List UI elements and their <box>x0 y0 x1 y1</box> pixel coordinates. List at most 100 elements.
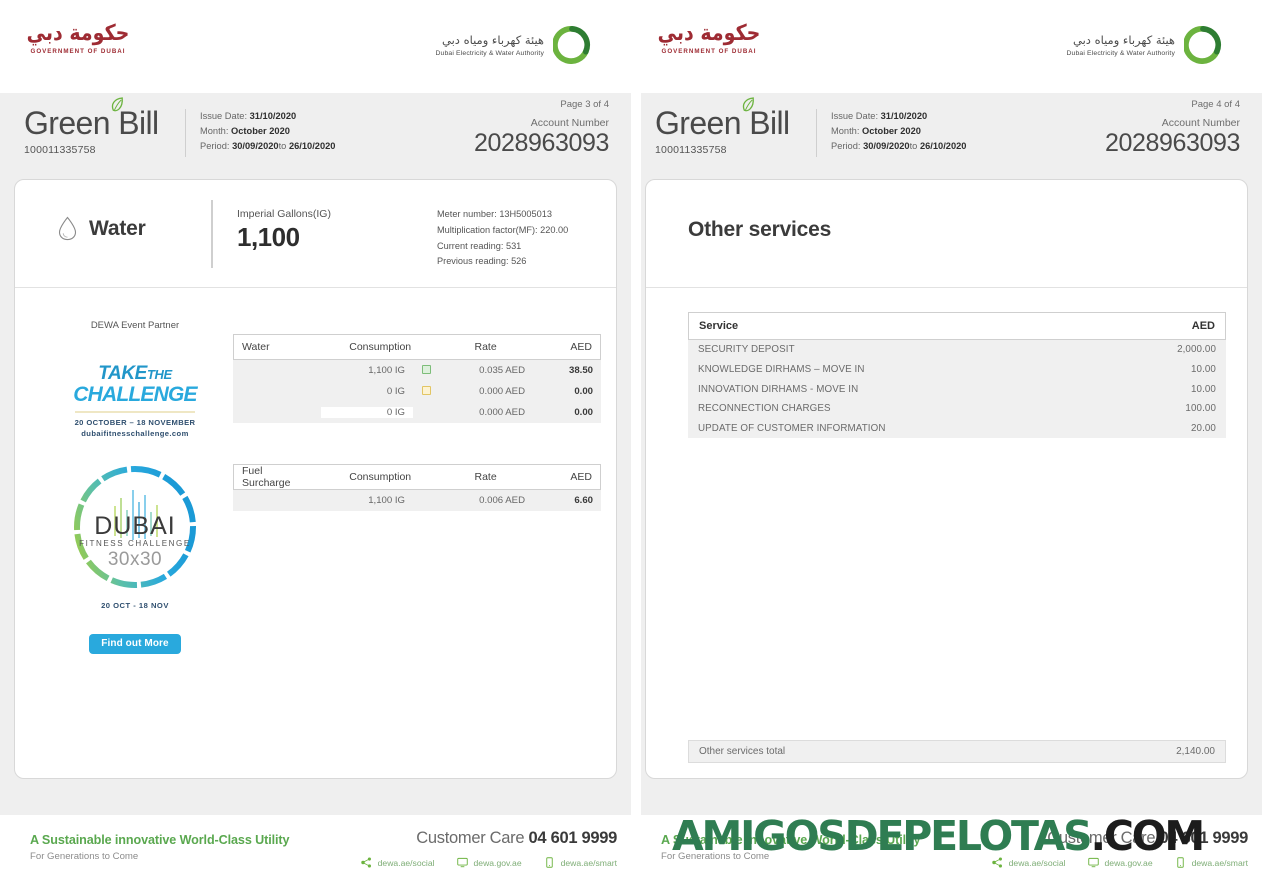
page-number: Page 3 of 4 <box>560 99 609 110</box>
find-out-more-button[interactable]: Find out More <box>89 634 181 654</box>
share-icon <box>360 857 371 868</box>
water-volume: Imperial Gallons(IG) 1,100 <box>237 208 331 253</box>
period-from: 30/09/2020 <box>863 141 910 152</box>
bill-page-4: حكومة دبي GOVERNMENT OF DUBAI هيئة كهربا… <box>631 0 1262 888</box>
fuel-col-rate: Rate <box>474 471 497 483</box>
water-card: Water Imperial Gallons(IG) 1,100 Meter n… <box>14 179 617 779</box>
customer-care: Customer Care 04 601 9999 <box>992 829 1248 848</box>
mf-value: 220.00 <box>540 224 569 235</box>
water-col-aed: AED <box>570 341 592 353</box>
leaf-icon <box>111 97 123 112</box>
service-name: RECONNECTION CHARGES <box>698 403 831 415</box>
footer-link-smart-text: dewa.ae/smart <box>560 857 617 868</box>
svg-text:FITNESS CHALLENGE: FITNESS CHALLENGE <box>79 539 191 548</box>
government-of-dubai-logo: حكومة دبي GOVERNMENT OF DUBAI <box>649 20 769 55</box>
footer-link-portal-text: dewa.gov.ae <box>1104 857 1153 868</box>
row-rate: 0.000 AED <box>479 386 525 397</box>
dewa-swoosh-icon <box>1184 26 1222 64</box>
dewa-logo-text: هيئة كهرباء ومياه دبي Dubai Electricity … <box>436 33 545 56</box>
footer-link-social[interactable]: dewa.ae/social <box>360 857 435 868</box>
fuel-col-aed: AED <box>570 471 592 483</box>
customer-care-number: 04 601 9999 <box>1159 829 1249 847</box>
dewa-swoosh-icon <box>553 26 591 64</box>
footer-link-smart[interactable]: dewa.ae/smart <box>544 857 617 868</box>
page-number: Page 4 of 4 <box>1191 99 1240 110</box>
footer-contact-block: Customer Care 04 601 9999 dewa.ae/social <box>991 829 1248 868</box>
other-services-total-amount: 2,140.00 <box>1176 746 1215 757</box>
table-row: SECURITY DEPOSIT 2,000.00 <box>688 340 1226 360</box>
footer-link-smart[interactable]: dewa.ae/smart <box>1175 857 1248 868</box>
account-box: Account Number 2028963093 <box>1105 117 1240 157</box>
bill-meta: Issue Date: 31/10/2020 Month: October 20… <box>831 109 966 154</box>
premise-number: 100011335758 <box>655 143 727 156</box>
svg-text:30x30: 30x30 <box>108 549 162 570</box>
bill-page-3: حكومة دبي GOVERNMENT OF DUBAI هيئة كهربا… <box>0 0 631 868</box>
meter-number-row: Meter number: 13H5005013 <box>437 207 568 223</box>
green-bill-block: Green Bill 100011335758 <box>24 97 159 156</box>
slab-indicator-green <box>413 364 439 377</box>
site-watermark: AMIGOSDEPELOTAS.COM <box>672 816 1205 857</box>
gov-logo-arabic-text: حكومة دبي <box>657 20 762 46</box>
service-name: SECURITY DEPOSIT <box>698 344 795 356</box>
row-rate: 0.006 AED <box>479 495 525 506</box>
table-row: KNOWLEDGE DIRHAMS – MOVE IN 10.00 <box>688 359 1226 380</box>
current-reading-label: Current reading: <box>437 240 504 251</box>
meter-number-label: Meter number: <box>437 209 497 219</box>
event-partner-label: DEWA Event Partner <box>90 320 180 331</box>
account-box: Account Number 2028963093 <box>474 117 609 157</box>
footer-link-portal[interactable]: dewa.gov.ae <box>456 857 522 868</box>
services-col-service: Service <box>699 320 739 332</box>
current-reading-row: Current reading: 531 <box>437 239 568 255</box>
previous-reading-value: 526 <box>511 256 527 267</box>
logo-bar: حكومة دبي GOVERNMENT OF DUBAI هيئة كهربا… <box>0 0 631 93</box>
row-amount: 6.60 <box>574 495 593 506</box>
dfc-dates: 20 OCT - 18 NOV <box>101 601 169 610</box>
promo-column: DEWA Event Partner TAKETHE CHALLENGE 20 … <box>45 320 225 654</box>
footer-link-social-text: dewa.ae/social <box>1008 857 1066 868</box>
watermark-part1: AMIGOSDEPELOTAS <box>672 812 1093 860</box>
water-meter-details: Meter number: 13H5005013 Multiplication … <box>437 207 568 270</box>
issue-date-label: Issue Date: <box>200 111 248 121</box>
mf-label: Multiplication factor(MF): <box>437 224 538 235</box>
service-name: UPDATE OF CUSTOMER INFORMATION <box>698 423 886 435</box>
customer-care-number: 04 601 9999 <box>528 829 618 847</box>
leaf-icon <box>742 97 754 112</box>
customer-care-label: Customer Care <box>416 829 525 847</box>
page-body: Page 4 of 4 Green Bill 100011335758 Issu… <box>631 93 1262 815</box>
header-divider <box>185 109 186 157</box>
gov-logo-label: GOVERNMENT OF DUBAI <box>30 48 126 55</box>
service-amount: 2,000.00 <box>1177 344 1216 356</box>
footer-link-social[interactable]: dewa.ae/social <box>991 857 1066 868</box>
ttc-take: TAKE <box>98 363 147 384</box>
table-row: 0 IG 0.000 AED 0.00 <box>233 402 601 423</box>
table-row: RECONNECTION CHARGES 100.00 <box>688 399 1226 419</box>
services-table-header: Service AED <box>688 312 1226 340</box>
current-reading-value: 531 <box>505 240 522 251</box>
other-services-total-row: Other services total 2,140.00 <box>688 740 1226 763</box>
month-value: October 2020 <box>231 126 290 137</box>
ttc-rule <box>75 411 195 413</box>
dewa-logo: هيئة كهرباء ومياه دبي Dubai Electricity … <box>1067 26 1223 64</box>
footer-subtagline: For Generations to Come <box>661 851 770 862</box>
footer-link-portal[interactable]: dewa.gov.ae <box>1087 857 1153 868</box>
other-services-card: Other services Service AED SECURITY DEPO… <box>645 179 1248 779</box>
meter-number-value: 13H5005013 <box>499 209 552 219</box>
ttc-challenge: CHALLENGE <box>73 383 197 406</box>
water-col-rate: Rate <box>474 341 497 353</box>
month-label: Month: <box>200 126 229 137</box>
month-row: Month: October 2020 <box>831 124 966 139</box>
period-to: 26/10/2020 <box>919 141 967 152</box>
mobile-icon <box>545 857 553 868</box>
water-amount: 1,100 <box>237 222 300 252</box>
service-name: KNOWLEDGE DIRHAMS – MOVE IN <box>698 364 865 376</box>
water-title: Water <box>57 216 146 241</box>
page-gutter <box>631 0 641 888</box>
water-col-water: Water <box>242 341 270 353</box>
water-drop-icon <box>58 216 77 241</box>
issue-date-label: Issue Date: <box>831 111 879 121</box>
period-label: Period: <box>831 141 861 152</box>
fuel-table-header: Fuel Surcharge Consumption Rate AED <box>233 464 601 490</box>
water-unit-label: Imperial Gallons(IG) <box>237 208 331 220</box>
row-consumption: 0 IG <box>386 386 405 397</box>
table-row: UPDATE OF CUSTOMER INFORMATION 20.00 <box>688 418 1226 439</box>
